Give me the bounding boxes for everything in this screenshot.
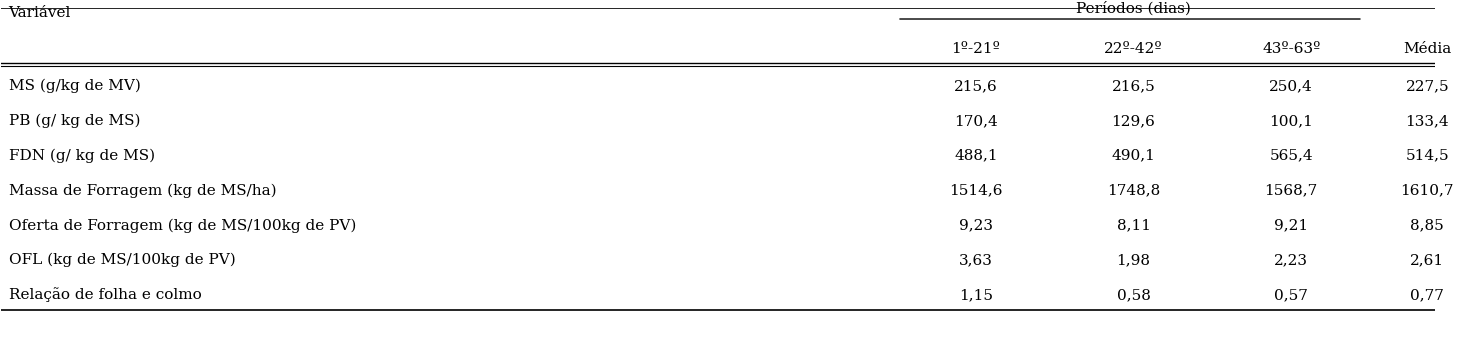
- Text: OFL (kg de MS/100kg de PV): OFL (kg de MS/100kg de PV): [9, 253, 235, 267]
- Text: Períodos (dias): Períodos (dias): [1077, 1, 1190, 16]
- Text: PB (g/ kg de MS): PB (g/ kg de MS): [9, 114, 140, 128]
- Text: 0,58: 0,58: [1116, 288, 1151, 302]
- Text: Relação de folha e colmo: Relação de folha e colmo: [9, 287, 201, 302]
- Text: 43º-63º: 43º-63º: [1262, 42, 1320, 56]
- Text: FDN (g/ kg de MS): FDN (g/ kg de MS): [9, 149, 154, 163]
- Text: 2,61: 2,61: [1410, 253, 1444, 267]
- Text: 490,1: 490,1: [1112, 149, 1155, 163]
- Text: 9,23: 9,23: [959, 218, 992, 232]
- Text: MS (g/kg de MV): MS (g/kg de MV): [9, 79, 140, 94]
- Text: 8,11: 8,11: [1116, 218, 1151, 232]
- Text: 1610,7: 1610,7: [1400, 183, 1454, 197]
- Text: 170,4: 170,4: [954, 114, 998, 128]
- Text: 0,57: 0,57: [1275, 288, 1308, 302]
- Text: 1º-21º: 1º-21º: [951, 42, 1001, 56]
- Text: 1,98: 1,98: [1116, 253, 1151, 267]
- Text: 514,5: 514,5: [1406, 149, 1450, 163]
- Text: 250,4: 250,4: [1269, 79, 1313, 93]
- Text: 1748,8: 1748,8: [1107, 183, 1160, 197]
- Text: 3,63: 3,63: [959, 253, 992, 267]
- Text: 1568,7: 1568,7: [1265, 183, 1317, 197]
- Text: 1514,6: 1514,6: [949, 183, 1002, 197]
- Text: Variável: Variável: [9, 6, 71, 20]
- Text: Oferta de Forragem (kg de MS/100kg de PV): Oferta de Forragem (kg de MS/100kg de PV…: [9, 218, 356, 232]
- Text: 1,15: 1,15: [959, 288, 992, 302]
- Text: 129,6: 129,6: [1112, 114, 1155, 128]
- Text: 100,1: 100,1: [1269, 114, 1313, 128]
- Text: 9,21: 9,21: [1273, 218, 1308, 232]
- Text: 565,4: 565,4: [1269, 149, 1313, 163]
- Text: 2,23: 2,23: [1275, 253, 1308, 267]
- Text: Média: Média: [1403, 42, 1451, 56]
- Text: 22º-42º: 22º-42º: [1104, 42, 1163, 56]
- Text: 215,6: 215,6: [954, 79, 998, 93]
- Text: 488,1: 488,1: [954, 149, 998, 163]
- Text: 8,85: 8,85: [1410, 218, 1444, 232]
- Text: 133,4: 133,4: [1406, 114, 1450, 128]
- Text: 0,77: 0,77: [1410, 288, 1444, 302]
- Text: Massa de Forragem (kg de MS/ha): Massa de Forragem (kg de MS/ha): [9, 183, 277, 198]
- Text: 216,5: 216,5: [1112, 79, 1155, 93]
- Text: 227,5: 227,5: [1406, 79, 1450, 93]
